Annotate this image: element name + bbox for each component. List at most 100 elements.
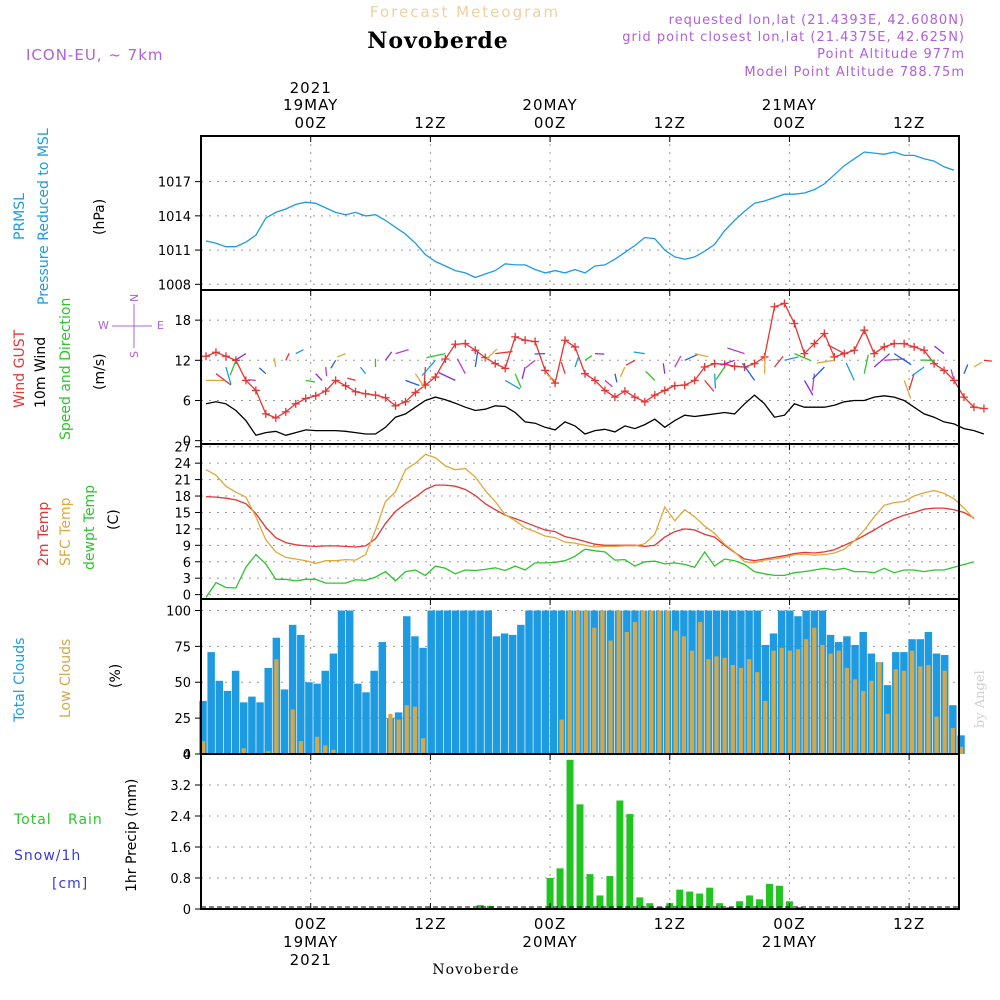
clouds-total-bar xyxy=(500,633,509,754)
precip-ytick-label: 2.4 xyxy=(170,810,191,825)
wind-direction-arrow xyxy=(694,352,709,358)
precip-rain-bar xyxy=(686,891,694,909)
gust-point xyxy=(311,391,320,400)
top-time-label: 12Z xyxy=(893,114,925,132)
clouds-low-bar xyxy=(290,709,295,754)
clouds-total-bar xyxy=(231,670,240,754)
precip-ytick-label: 3.2 xyxy=(170,779,191,794)
clouds-low-bar xyxy=(274,659,279,754)
wind-direction-arrow xyxy=(423,366,427,387)
clouds-total-bar xyxy=(443,610,452,754)
clouds-total-bar xyxy=(476,610,484,754)
temp-unit: (C) xyxy=(106,509,122,530)
clouds-total-bar xyxy=(957,735,965,754)
gust-point xyxy=(291,399,300,408)
wind-direction-arrow xyxy=(645,370,656,381)
wind-ytick-label: 6 xyxy=(183,394,191,409)
wind-direction-arrow xyxy=(903,380,912,399)
wind-direction-arrow xyxy=(474,351,479,368)
wind-direction-arrow xyxy=(908,373,915,391)
wind-direction-arrow xyxy=(816,359,835,364)
gust-point xyxy=(391,401,400,410)
clouds-low-bar xyxy=(820,644,825,754)
wind-direction-arrow xyxy=(229,360,237,376)
wind-direction-arrow xyxy=(560,361,566,374)
clouds-ytick-label: 75 xyxy=(174,640,191,655)
clouds-low-bar xyxy=(608,640,613,754)
clouds-total-bar xyxy=(297,634,305,754)
wind-direction-arrow xyxy=(384,351,393,361)
clouds-low-bar xyxy=(331,749,336,754)
clouds-low-bar xyxy=(885,713,890,754)
wind-frame xyxy=(200,289,960,445)
gust-point xyxy=(660,386,669,395)
wind-direction-arrow xyxy=(330,359,337,369)
clouds-total-bar xyxy=(411,636,419,754)
clouds-low-bar xyxy=(706,659,711,754)
gust-point xyxy=(221,352,230,361)
bottom-day-label: 21MAY xyxy=(762,933,817,951)
gust-point xyxy=(251,386,260,395)
precip-rain-bar xyxy=(676,889,684,909)
temperature-ytick-label: 3 xyxy=(183,572,191,587)
clouds-low-bar xyxy=(869,680,874,754)
rain-label: Total Rain xyxy=(13,812,103,828)
gust-point xyxy=(830,352,839,361)
wind-direction-arrow xyxy=(893,353,912,366)
gust-point xyxy=(571,342,580,351)
model-label: ICON-EU, ~ 7km xyxy=(26,46,164,64)
precip-rain-bar xyxy=(775,885,783,909)
grid-point-coords: grid point closest lon,lat (21.4375E, 42… xyxy=(622,30,965,45)
precip-rain-bar xyxy=(586,874,594,909)
gust-point xyxy=(820,329,829,338)
gust-point xyxy=(411,388,420,397)
temperature-ytick-label: 9 xyxy=(183,539,191,554)
precip-rain-bar xyxy=(576,804,584,909)
clouds-total-bar xyxy=(508,634,517,754)
top-day-label: 20MAY xyxy=(522,96,577,114)
bottom-time-label: 00Z xyxy=(534,915,566,933)
clouds-ytick-label: 100 xyxy=(166,604,191,619)
clouds-total-bar xyxy=(313,683,321,754)
clouds-total-bar xyxy=(460,610,468,754)
gust-point xyxy=(521,336,530,345)
wind-direction-arrow xyxy=(763,355,766,374)
clouds-total-bar xyxy=(207,652,215,754)
top-year-label: 2021 xyxy=(290,79,332,97)
gust-point xyxy=(650,391,659,400)
gust-point xyxy=(690,376,699,385)
clouds-low-bar xyxy=(404,705,409,754)
precip-unit: 1hr Precip (mm) xyxy=(124,779,140,892)
clouds-low-bar xyxy=(396,719,401,754)
wind-ytick-label: 18 xyxy=(174,314,191,329)
wind-direction-arrow xyxy=(495,350,513,355)
clouds-low-bar xyxy=(836,650,841,754)
bottom-day-label: 19MAY xyxy=(283,933,338,951)
clouds-total-bar xyxy=(321,670,329,754)
clouds-total-bar xyxy=(468,610,476,754)
gust-point xyxy=(401,397,410,406)
clouds-low-bar xyxy=(942,670,947,754)
top-day-label: 21MAY xyxy=(762,96,817,114)
wind-direction-arrow xyxy=(438,372,456,381)
wind-direction-arrow xyxy=(360,366,367,375)
top-time-label: 12Z xyxy=(414,114,446,132)
clouds-total-bar xyxy=(378,642,387,754)
clouds-total-bar xyxy=(557,610,566,754)
wind-direction-arrow xyxy=(704,379,715,392)
clouds-total-bar xyxy=(525,610,533,754)
clouds-low-bar xyxy=(315,736,320,754)
clouds-low-bar xyxy=(641,610,646,754)
clouds-low-bar xyxy=(901,670,907,754)
clouds-total-bar xyxy=(403,616,411,754)
gust-label: Wind GUST xyxy=(12,329,28,408)
wind-direction-arrow xyxy=(546,374,556,381)
low-clouds-label: Low Clouds xyxy=(58,639,74,718)
precip-rain-bar xyxy=(766,883,773,909)
pressure-frame xyxy=(200,135,960,291)
wind-direction-arrow xyxy=(662,363,666,374)
temperature-dewpt-line xyxy=(205,548,975,598)
gust-point xyxy=(541,366,550,375)
gust-point xyxy=(710,359,719,368)
clouds-low-bar xyxy=(958,746,964,754)
